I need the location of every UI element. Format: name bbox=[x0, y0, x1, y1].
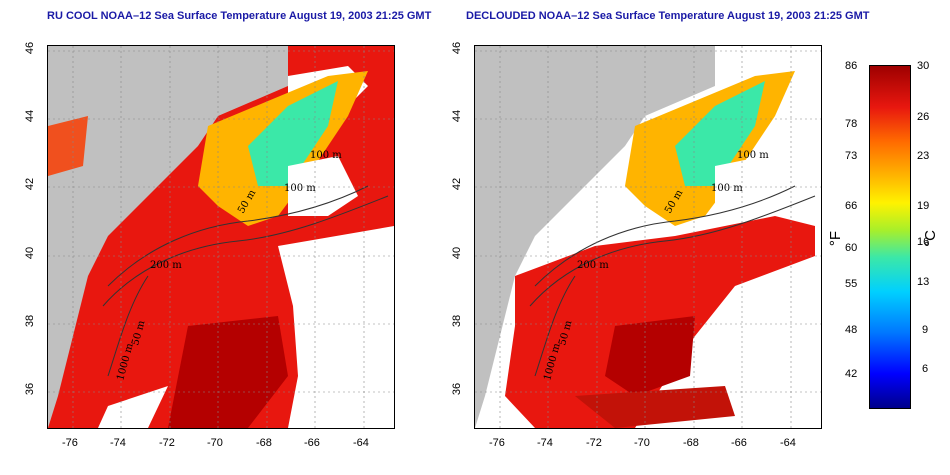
lon-tick: -66 bbox=[304, 437, 320, 449]
lat-lon-grid bbox=[48, 46, 394, 428]
contour-line-200m bbox=[107, 185, 369, 287]
celsius-tick: 6 bbox=[922, 363, 929, 375]
right-sst-map-graphic: 100 m 100 m 50 m 200 m 50 m 1000 m bbox=[475, 46, 821, 428]
lat-tick: 40 bbox=[24, 246, 36, 260]
lat-tick: 38 bbox=[451, 314, 463, 328]
celsius-tick: 16 bbox=[917, 236, 930, 248]
contour-line-1000m bbox=[102, 195, 389, 307]
lat-tick: 36 bbox=[24, 382, 36, 396]
left-sst-map: 100 m 100 m 50 m 200 m 50 m 1000 m bbox=[47, 45, 395, 429]
land-mass bbox=[475, 46, 715, 428]
celsius-tick: 19 bbox=[917, 200, 930, 212]
fahrenheit-tick: 73 bbox=[845, 150, 858, 162]
left-map-title: RU COOL NOAA–12 Sea Surface Temperature … bbox=[47, 10, 432, 22]
lat-tick: 36 bbox=[451, 382, 463, 396]
celsius-tick: 13 bbox=[917, 276, 930, 288]
fahrenheit-tick: 48 bbox=[845, 324, 858, 336]
fahrenheit-tick: 78 bbox=[845, 118, 858, 130]
cool-water bbox=[675, 81, 765, 186]
lon-tick: -64 bbox=[780, 437, 796, 449]
fahrenheit-unit-label: °F bbox=[827, 230, 845, 247]
fahrenheit-tick: 66 bbox=[845, 200, 858, 212]
cloud-patch-southwest bbox=[98, 386, 168, 428]
contour-line-1000m bbox=[529, 195, 816, 307]
celsius-tick: 9 bbox=[922, 324, 929, 336]
celsius-tick: 26 bbox=[917, 111, 930, 123]
lon-tick: -70 bbox=[634, 437, 650, 449]
right-sst-map: 100 m 100 m 50 m 200 m 50 m 1000 m bbox=[474, 45, 822, 429]
celsius-tick: 30 bbox=[917, 60, 930, 72]
right-map-title: DECLOUDED NOAA–12 Sea Surface Temperatur… bbox=[466, 10, 870, 22]
lat-tick: 44 bbox=[24, 109, 36, 123]
cloud-patch-georges bbox=[288, 156, 358, 216]
lon-tick: -68 bbox=[683, 437, 699, 449]
lon-tick: -66 bbox=[731, 437, 747, 449]
left-sst-map-graphic: 100 m 100 m 50 m 200 m 50 m 1000 m bbox=[48, 46, 394, 428]
celsius-tick: 23 bbox=[917, 150, 930, 162]
hot-water bbox=[605, 316, 695, 396]
lat-tick: 42 bbox=[451, 177, 463, 191]
lat-tick: 46 bbox=[451, 41, 463, 55]
celsius-unit-label: °C bbox=[921, 230, 939, 247]
land-mass bbox=[48, 46, 288, 428]
lat-tick: 46 bbox=[24, 41, 36, 55]
contour-label: 200 m bbox=[150, 260, 182, 271]
lat-tick: 44 bbox=[451, 109, 463, 123]
lon-tick: -72 bbox=[159, 437, 175, 449]
contour-label: 100 m bbox=[711, 183, 743, 194]
fahrenheit-tick: 55 bbox=[845, 278, 858, 290]
fahrenheit-tick: 42 bbox=[845, 368, 858, 380]
temperature-colorbar bbox=[869, 65, 911, 409]
fahrenheit-tick: 60 bbox=[845, 242, 858, 254]
contour-label: 200 m bbox=[577, 260, 609, 271]
cloud-patch-south bbox=[278, 226, 394, 428]
lon-tick: -64 bbox=[353, 437, 369, 449]
contour-label: 100 m bbox=[284, 183, 316, 194]
lon-tick: -68 bbox=[256, 437, 272, 449]
lon-tick: -74 bbox=[537, 437, 553, 449]
contour-label: 100 m bbox=[737, 150, 769, 161]
cloud-patch-georges bbox=[715, 156, 785, 216]
hot-water bbox=[168, 316, 288, 428]
contour-line-50m bbox=[107, 275, 149, 377]
lon-tick: -76 bbox=[489, 437, 505, 449]
lat-lon-grid bbox=[475, 46, 821, 428]
lat-tick: 38 bbox=[24, 314, 36, 328]
cool-water bbox=[248, 81, 338, 186]
warm-water-south bbox=[575, 386, 735, 428]
contour-line-200m bbox=[534, 185, 796, 287]
lon-tick: -70 bbox=[207, 437, 223, 449]
contour-line-50m bbox=[534, 275, 576, 377]
lon-tick: -72 bbox=[586, 437, 602, 449]
lat-tick: 40 bbox=[451, 246, 463, 260]
lon-tick: -74 bbox=[110, 437, 126, 449]
lat-tick: 42 bbox=[24, 177, 36, 191]
lon-tick: -76 bbox=[62, 437, 78, 449]
fahrenheit-tick: 86 bbox=[845, 60, 858, 72]
lake-water bbox=[48, 116, 88, 176]
contour-label: 100 m bbox=[310, 150, 342, 161]
